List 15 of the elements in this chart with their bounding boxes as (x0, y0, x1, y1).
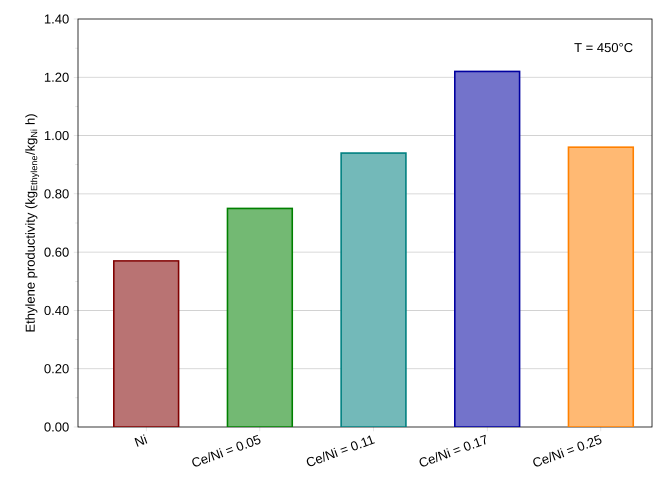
x-tick-label: Ni (134, 434, 148, 447)
y-tick-label: 0.60 (44, 248, 69, 257)
y-tick-label: 1.40 (44, 14, 69, 24)
y-tick-label: 0.20 (44, 364, 69, 374)
annotation: T = 450°C (574, 42, 633, 52)
x-tick-label: Ce/Ni = 0.11 (306, 435, 375, 466)
y-axis-title: Ethylene productivity (kg$_{Ethylene}$/kg$_{Ni}$ h) (25, 114, 40, 332)
x-tick-label: Ce/Ni = 0.25 (533, 434, 602, 466)
x-tick-label: Ce/Ni = 0.05 (192, 434, 260, 466)
y-tick-label: 1.20 (44, 72, 69, 82)
y-tick-label: 0.80 (44, 189, 69, 198)
y-tick-label: 0.40 (44, 306, 69, 316)
y-tick-label: 1.00 (44, 130, 69, 140)
x-tick-label: Ce/Ni = 0.17 (420, 434, 486, 466)
y-tick-label: 0.00 (44, 422, 69, 432)
